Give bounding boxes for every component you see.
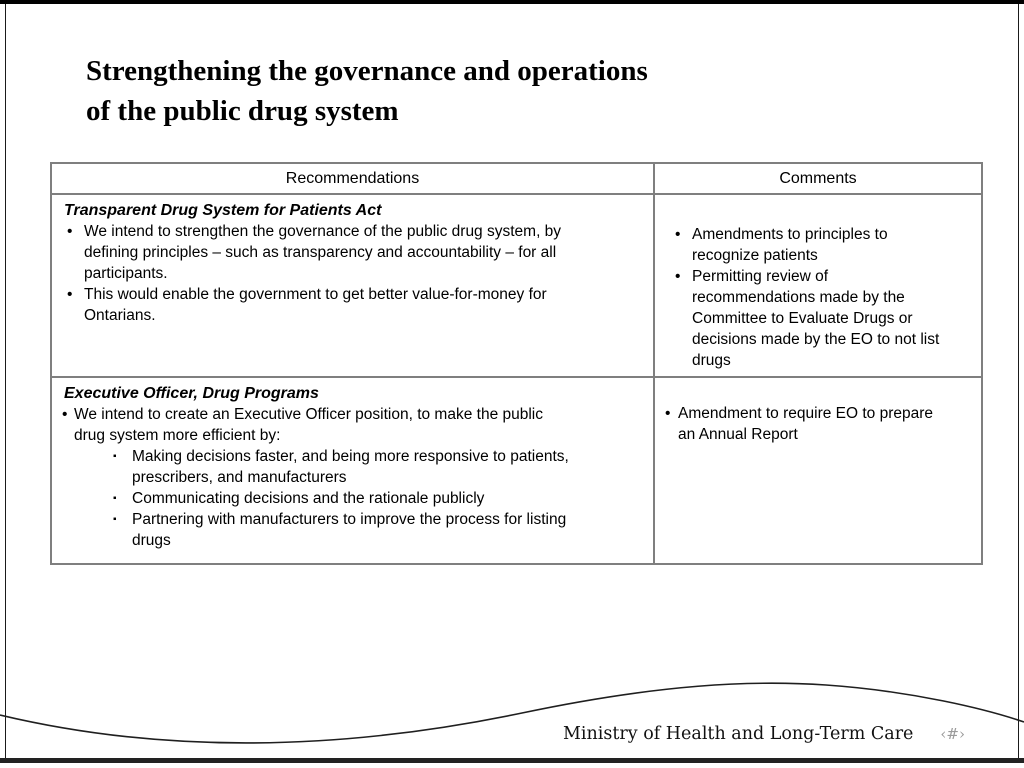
footer: Ministry of Health and Long-Term Care ‹#…	[563, 724, 965, 744]
sub-bullet-item: ▪ Partnering with manufacturers to improv…	[113, 509, 643, 551]
square-bullet-icon: ▪	[113, 493, 117, 504]
recommendation-heading: Executive Officer, Drug Programs	[64, 385, 319, 402]
bullet-icon: •	[665, 405, 671, 422]
bullet-text: We intend to strengthen the governance o…	[84, 223, 562, 282]
slide-title-line2: of the public drug system	[86, 95, 399, 127]
bullet-text: Partnering with manufacturers to improve…	[132, 511, 567, 549]
bullet-item: • Permitting review of recommendations ma…	[675, 266, 971, 371]
bullet-item: • This would enable the government to get…	[67, 284, 643, 326]
recommendations-table: Recommendations Comments Transparent Dru…	[50, 162, 983, 565]
column-header-recommendations: Recommendations	[50, 162, 655, 195]
bullet-icon: •	[675, 268, 681, 285]
frame-right-border	[1018, 4, 1019, 758]
bullet-text: Communicating decisions and the rational…	[132, 490, 485, 507]
sub-bullet-item: ▪ Communicating decisions and the rationa…	[113, 488, 643, 509]
bullet-icon: •	[67, 223, 73, 240]
frame-left-border	[5, 4, 6, 758]
recommendations-cell: Executive Officer, Drug Programs • We inte…	[50, 376, 655, 565]
bullet-text: Permitting review of recommendations mad…	[692, 268, 940, 369]
bullet-icon: •	[62, 406, 68, 423]
bullet-item: • We intend to create an Executive Office…	[62, 404, 643, 446]
recommendations-cell: Transparent Drug System for Patients Act…	[50, 193, 655, 378]
bullet-text: Amendments to principles to recognize pa…	[692, 226, 888, 264]
table-header-row: Recommendations Comments	[50, 162, 983, 195]
decorative-wave-curve	[0, 682, 1024, 744]
footer-page-number-placeholder: ‹#›	[940, 725, 965, 743]
square-bullet-icon: ▪	[113, 451, 117, 462]
bullet-text: Amendment to require EO to prepare an An…	[678, 405, 934, 443]
comments-cell: • Amendments to principles to recognize p…	[653, 193, 983, 378]
bullet-icon: •	[67, 286, 73, 303]
recommendation-heading: Transparent Drug System for Patients Act	[64, 202, 382, 219]
bullet-item: • Amendment to require EO to prepare an A…	[665, 403, 971, 445]
bullet-item: • Amendments to principles to recognize p…	[675, 224, 971, 266]
slide-title: Strengthening the governance and operati…	[86, 51, 648, 131]
bullet-text: Making decisions faster, and being more …	[132, 448, 569, 486]
bullet-text: We intend to create an Executive Officer…	[74, 406, 543, 444]
bullet-icon: •	[675, 226, 681, 243]
table-body: Transparent Drug System for Patients Act…	[50, 193, 983, 565]
slide-title-line1: Strengthening the governance and operati…	[86, 55, 648, 87]
square-bullet-icon: ▪	[113, 514, 117, 525]
table-row: Transparent Drug System for Patients Act…	[50, 193, 983, 378]
bullet-item: • We intend to strengthen the governance …	[67, 221, 643, 284]
frame-bottom-bar	[0, 758, 1024, 763]
sub-bullet-item: ▪ Making decisions faster, and being more…	[113, 446, 643, 488]
comments-cell: • Amendment to require EO to prepare an A…	[653, 376, 983, 565]
table-row: Executive Officer, Drug Programs • We inte…	[50, 376, 983, 565]
column-header-comments: Comments	[653, 162, 983, 195]
bullet-text: This would enable the government to get …	[84, 286, 547, 324]
frame-top-bar	[0, 0, 1024, 4]
footer-ministry-label: Ministry of Health and Long-Term Care	[562, 724, 914, 744]
